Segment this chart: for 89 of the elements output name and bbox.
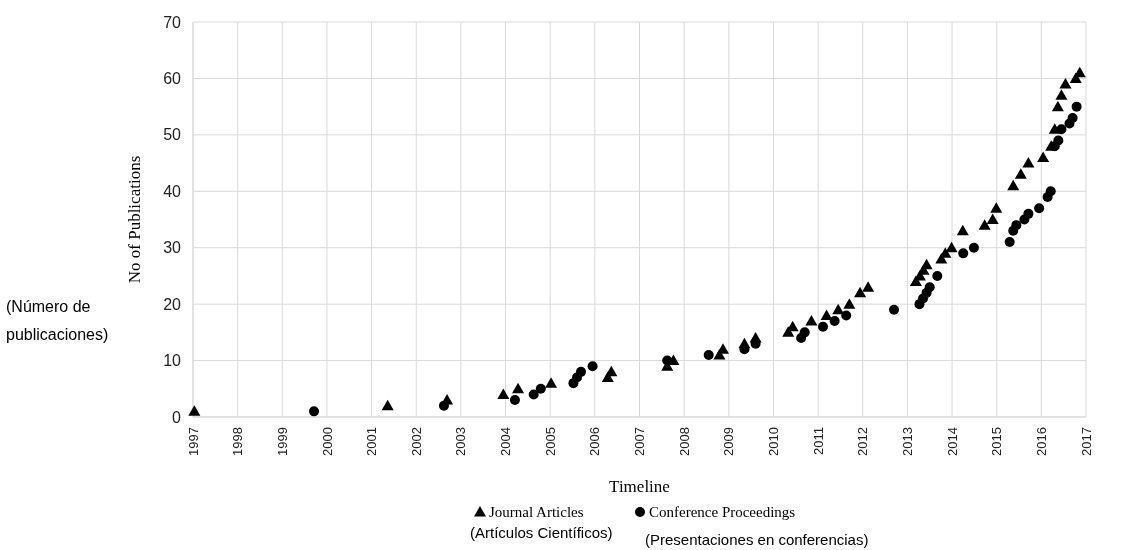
point <box>535 383 546 394</box>
point <box>932 270 943 281</box>
point <box>1067 112 1078 123</box>
x-tick-label: 2016 <box>1033 427 1049 456</box>
point <box>497 388 510 399</box>
y-tick-label: 70 <box>163 13 182 31</box>
point <box>986 213 999 224</box>
point <box>1051 100 1064 112</box>
point <box>587 361 598 372</box>
x-tick-label: 2013 <box>899 427 915 456</box>
y-tick-label: 30 <box>163 239 182 257</box>
text: (Artículos Científicos) <box>470 524 613 541</box>
legend-label: Journal Articles <box>489 504 584 520</box>
y-tick-label: 50 <box>163 126 182 144</box>
point <box>1004 237 1015 248</box>
point <box>889 304 900 315</box>
point <box>820 309 833 320</box>
point <box>1014 168 1027 179</box>
point <box>968 242 979 253</box>
point <box>990 202 1003 213</box>
point <box>1055 89 1068 100</box>
x-tick-label: 1998 <box>230 427 246 456</box>
x-tick-label: 2017 <box>1078 427 1094 456</box>
point <box>841 310 852 321</box>
y-tick-label: 20 <box>163 295 182 313</box>
point <box>438 400 449 411</box>
x-tick-label: 2014 <box>944 427 960 456</box>
point <box>1007 179 1020 191</box>
x-tick-label: 2008 <box>676 427 692 456</box>
point <box>528 389 539 400</box>
y-tick-label: 60 <box>163 70 182 88</box>
x-tick-label: 2006 <box>587 427 603 456</box>
x-tick-label: 2001 <box>364 427 380 456</box>
x-tick-label: 2015 <box>989 427 1005 456</box>
y-axis-title: No of Publications <box>125 155 144 284</box>
point <box>1022 157 1035 168</box>
x-axis-title: Timeline <box>609 477 670 496</box>
point <box>956 224 969 236</box>
x-tick-label: 2012 <box>855 427 871 456</box>
point <box>818 321 829 332</box>
x-tick-label: 2005 <box>542 427 558 456</box>
x-tick-label: 2007 <box>632 427 648 456</box>
x-tick-label: 2010 <box>766 427 781 456</box>
point <box>576 366 587 377</box>
text: (Presentaciones en conferencias) <box>645 531 869 548</box>
point <box>782 326 795 337</box>
point <box>843 298 856 309</box>
point <box>805 315 818 326</box>
x-tick-label: 2003 <box>453 427 469 456</box>
legend-label: Conference Proceedings <box>649 504 796 520</box>
point <box>1023 208 1034 219</box>
text: (Número de publicaciones) <box>6 298 109 343</box>
point <box>978 219 991 230</box>
point <box>829 316 840 327</box>
point <box>1071 101 1082 112</box>
point <box>920 258 933 270</box>
x-tick-label: 2004 <box>498 427 514 456</box>
x-tick-label: 1997 <box>185 427 201 456</box>
point <box>1073 66 1086 78</box>
point <box>717 343 729 354</box>
x-tick-label: 2000 <box>319 427 335 456</box>
x-tick-label: 2009 <box>721 427 737 456</box>
point <box>1011 220 1022 231</box>
point <box>924 282 935 293</box>
point <box>1045 186 1056 197</box>
point <box>662 355 673 366</box>
x-tick-label: 1999 <box>274 427 290 456</box>
point <box>309 406 319 417</box>
point <box>605 365 618 377</box>
point <box>799 327 810 338</box>
point <box>1034 203 1045 214</box>
point <box>862 281 875 292</box>
point <box>381 399 394 411</box>
y-tick-label: 40 <box>163 182 182 200</box>
point <box>512 382 525 394</box>
y-tick-label: 0 <box>172 408 182 426</box>
y-tick-label: 10 <box>163 352 182 370</box>
point <box>1053 135 1064 146</box>
point <box>1037 151 1050 162</box>
point <box>1059 78 1072 89</box>
point <box>188 405 201 416</box>
x-tick-label: 2002 <box>408 427 424 456</box>
point <box>703 349 714 360</box>
x-tick-label: 2011 <box>810 427 826 455</box>
point <box>509 395 520 406</box>
point <box>1056 124 1067 135</box>
point <box>545 377 558 388</box>
point <box>958 248 969 259</box>
point <box>854 286 867 298</box>
